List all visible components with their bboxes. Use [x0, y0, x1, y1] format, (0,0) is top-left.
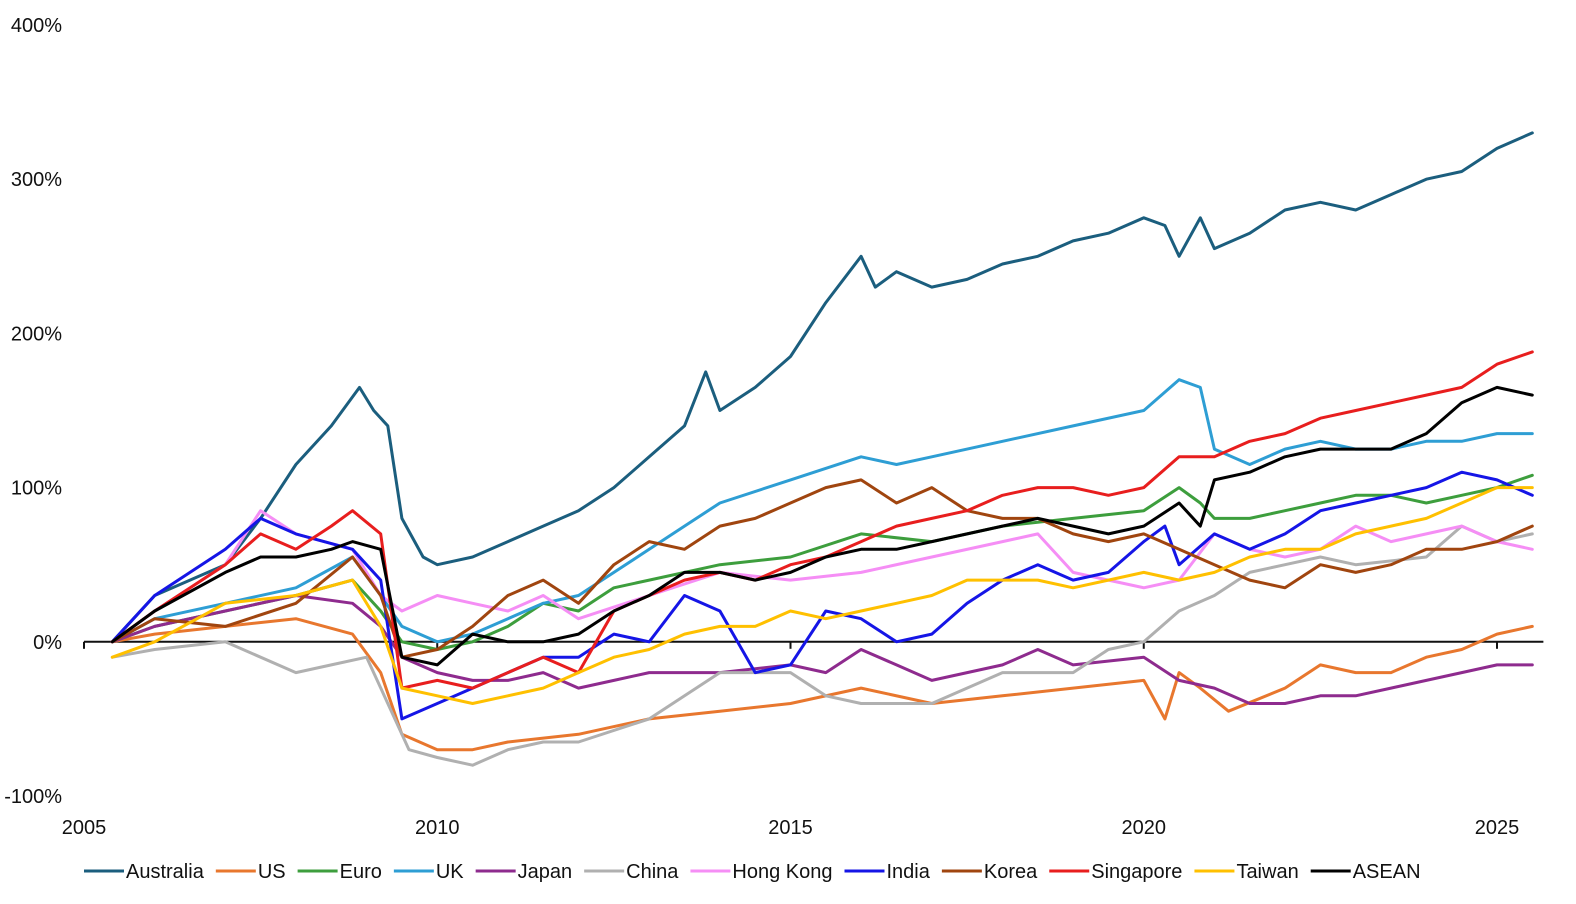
- legend-label: Japan: [518, 861, 573, 883]
- y-tick-label: 100%: [11, 478, 62, 500]
- legend-label: US: [258, 861, 286, 883]
- legend-label: India: [887, 861, 931, 883]
- y-axis: 400% 300% 200% 100% 0% -100%: [4, 15, 62, 808]
- x-tick-label: 2010: [415, 817, 460, 839]
- y-tick-label: 300%: [11, 169, 62, 191]
- legend-label: Taiwan: [1236, 861, 1298, 883]
- y-tick-label: -100%: [4, 786, 62, 808]
- legend: Australia US Euro UK Japan China Hong Kong Indi…: [84, 861, 1421, 883]
- legend-label: Korea: [984, 861, 1038, 883]
- legend-label: UK: [436, 861, 464, 883]
- series-line-china: [110, 524, 1534, 767]
- y-tick-label: 400%: [11, 15, 62, 37]
- series-line-india: [110, 470, 1534, 721]
- series-line-korea: [110, 478, 1534, 659]
- legend-label: ASEAN: [1353, 861, 1421, 883]
- legend-label: Australia: [126, 861, 205, 883]
- series-line-hong-kong: [110, 509, 1534, 644]
- x-tick-label: 2020: [1122, 817, 1167, 839]
- series-line-us: [110, 617, 1534, 752]
- series-line-euro: [110, 473, 1534, 651]
- series-line-singapore: [110, 350, 1534, 690]
- legend-label: Hong Kong: [732, 861, 832, 883]
- x-axis: 2005 2010 2015 2020 2025: [62, 641, 1520, 839]
- y-tick-label: 200%: [11, 323, 62, 345]
- series-lines: [110, 131, 1534, 767]
- series-line-taiwan: [110, 486, 1534, 705]
- x-tick-label: 2005: [62, 817, 107, 839]
- y-tick-label: 0%: [33, 632, 62, 654]
- series-line-japan: [110, 594, 1534, 705]
- x-tick-label: 2025: [1475, 817, 1520, 839]
- legend-label: Singapore: [1091, 861, 1182, 883]
- series-line-asean: [110, 385, 1534, 667]
- x-tick-label: 2015: [768, 817, 813, 839]
- legend-label: Euro: [340, 861, 382, 883]
- series-line-australia: [110, 131, 1534, 644]
- legend-label: China: [626, 861, 679, 883]
